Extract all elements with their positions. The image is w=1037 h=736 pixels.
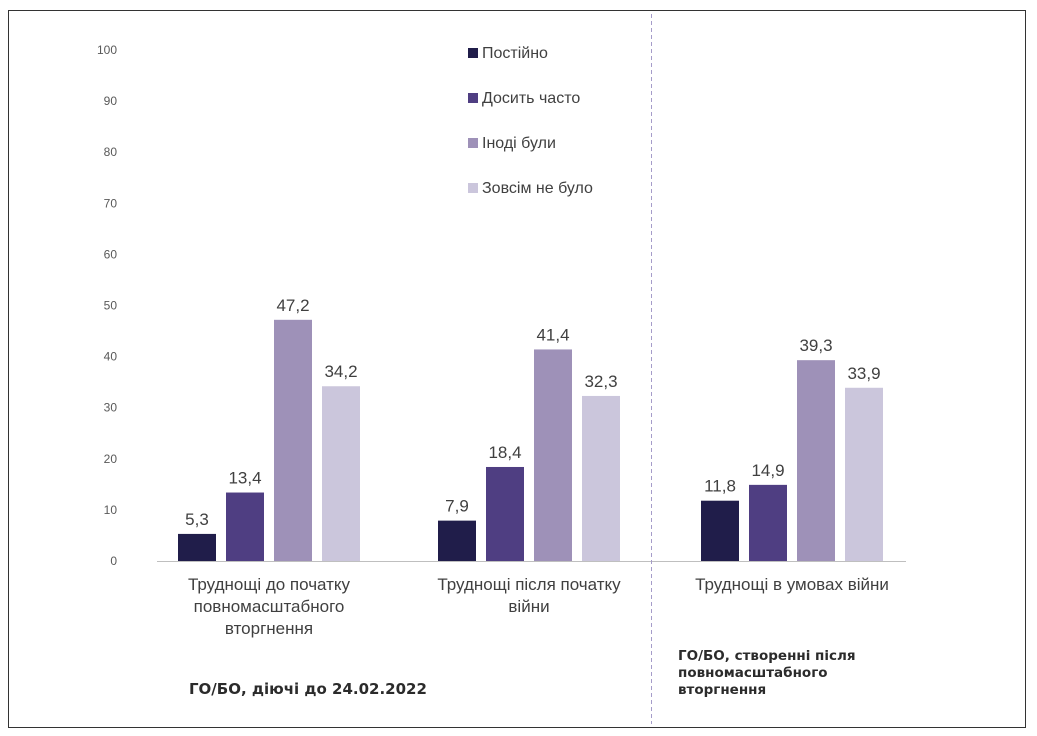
y-tick-label: 10: [104, 503, 118, 517]
legend-label: Постійно: [482, 45, 548, 62]
legend-swatch: [468, 138, 478, 148]
chart-frame: [8, 10, 1026, 728]
y-tick-label: 40: [104, 350, 118, 364]
y-tick-label: 0: [110, 554, 117, 568]
y-tick-label: 70: [104, 196, 118, 210]
category-label: війни: [508, 597, 549, 616]
group-note-right-line: вторгнення: [678, 682, 767, 698]
legend-swatch: [468, 183, 478, 193]
y-tick-label: 100: [97, 43, 117, 57]
bar: [534, 349, 572, 561]
y-tick-label: 90: [104, 94, 118, 108]
data-label: 14,9: [751, 461, 784, 480]
bar: [274, 319, 312, 561]
bar: [582, 395, 620, 561]
data-label: 33,9: [847, 364, 880, 383]
data-label: 18,4: [488, 443, 521, 462]
y-tick-label: 50: [104, 299, 118, 313]
bar: [749, 484, 787, 561]
data-label: 39,3: [799, 336, 832, 355]
bar: [322, 386, 360, 561]
bar: [226, 492, 264, 561]
data-label: 41,4: [536, 325, 569, 344]
bar: [701, 500, 739, 561]
legend-swatch: [468, 48, 478, 58]
category-label: Труднощі до початку: [188, 575, 351, 594]
y-tick-label: 20: [104, 452, 118, 466]
data-label: 34,2: [324, 362, 357, 381]
bar: [845, 387, 883, 561]
data-label: 13,4: [228, 469, 261, 488]
category-label: повномасштабного: [194, 597, 345, 616]
data-label: 47,2: [276, 296, 309, 315]
data-label: 11,8: [704, 477, 736, 496]
group-note-right-line: ГО/БО, створенні після: [678, 648, 856, 664]
legend-label: Іноді були: [482, 135, 556, 152]
legend-label: Зовсім не було: [482, 180, 593, 197]
legend-label: Досить часто: [482, 90, 580, 107]
group-note-right-line: повномасштабного: [678, 665, 828, 681]
data-label: 5,3: [185, 510, 209, 529]
category-label: вторгнення: [225, 619, 313, 638]
bar: [178, 533, 216, 561]
legend-swatch: [468, 93, 478, 103]
group-note-right: ГО/БО, створенні після повномасштабного …: [678, 648, 856, 699]
y-tick-label: 60: [104, 247, 118, 261]
data-label: 32,3: [584, 372, 617, 391]
data-label: 7,9: [445, 497, 469, 516]
category-label: Труднощі в умовах війни: [695, 575, 889, 594]
bar: [438, 520, 476, 561]
group-note-left: ГО/БО, діючі до 24.02.2022: [189, 680, 427, 698]
bar: [797, 360, 835, 561]
category-label: Труднощі після початку: [437, 575, 621, 594]
y-tick-label: 80: [104, 145, 118, 159]
bar: [486, 466, 524, 561]
y-tick-label: 30: [104, 401, 118, 415]
